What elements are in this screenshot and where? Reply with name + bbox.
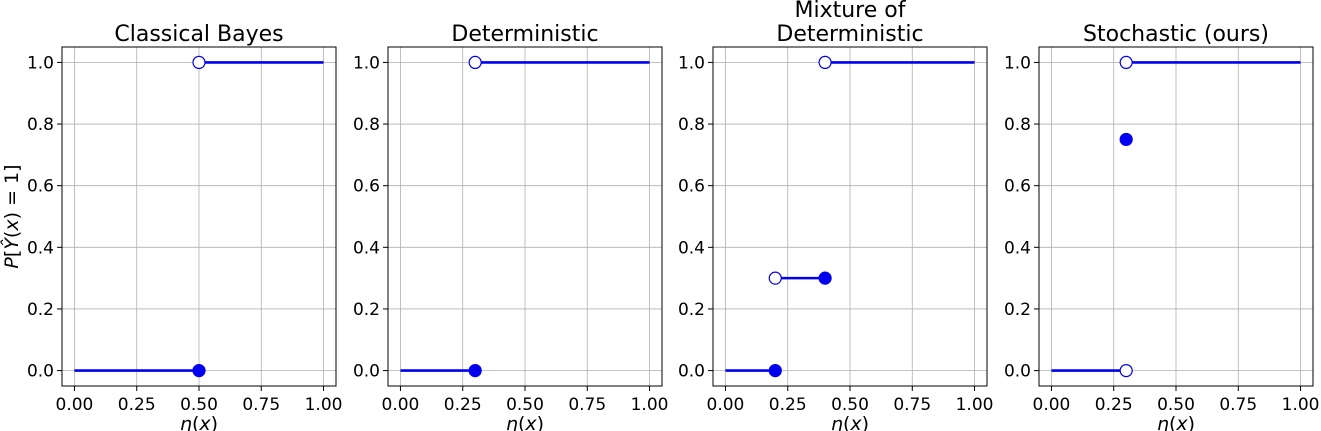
- y-tick-label: 0.8: [1004, 115, 1031, 135]
- y-tick-label: 0.2: [27, 300, 54, 320]
- x-tick-label: 0.75: [242, 395, 280, 415]
- open-endpoint: [768, 271, 782, 285]
- subplot-1: 0.00 0.25 0.50 0.75 1.00 0.0 0.2 0.4 0.6 0.8 1.0 η(…: [0, 22, 342, 431]
- filled-endpoint: [468, 363, 482, 378]
- y-tick-label: 0.8: [353, 115, 380, 135]
- x-tick-label: 0.75: [893, 395, 931, 415]
- y-tick-label: 0.6: [353, 177, 380, 197]
- y-axis-label: P[Ŷ(x) = 1]: [0, 164, 23, 268]
- y-tick-label: 1.0: [1004, 53, 1031, 73]
- open-endpoint: [1119, 363, 1133, 378]
- x-tick-label: 0.50: [1157, 395, 1195, 415]
- y-tick-label: 0.0: [678, 362, 705, 382]
- open-endpoint: [468, 55, 482, 70]
- x-tick-label: 0.25: [118, 395, 156, 415]
- filled-endpoint: [818, 271, 832, 285]
- x-tick-label: 0.75: [1219, 395, 1257, 415]
- subplot-title: Classical Bayes: [114, 22, 283, 47]
- y-tick-label: 0.2: [1004, 300, 1031, 320]
- y-tick-label: 0.6: [1004, 177, 1031, 197]
- x-tick-label: 0.50: [831, 395, 869, 415]
- filled-endpoint: [768, 363, 782, 378]
- subplot-2: 0.00 0.25 0.50 0.75 1.00 0.0 0.2 0.4 0.6 0.8 1.0 η(…: [353, 22, 669, 431]
- filled-endpoint: [192, 363, 206, 378]
- x-tick-label: 0.25: [769, 395, 807, 415]
- x-tick-label: 0.00: [382, 395, 420, 415]
- x-tick-label: 0.50: [180, 395, 218, 415]
- y-tick-label: 1.0: [678, 53, 705, 73]
- x-axis-label: η(x): [180, 413, 218, 431]
- y-tick-label: 0.6: [27, 177, 54, 197]
- filled-endpoint: [1119, 132, 1133, 147]
- y-tick-label: 0.2: [353, 300, 380, 320]
- y-tick-label: 0.8: [678, 115, 705, 135]
- subplot-title: Stochastic (ours): [1083, 22, 1269, 47]
- x-axis-label: η(x): [831, 413, 869, 431]
- y-tick-label: 1.0: [353, 53, 380, 73]
- y-tick-label: 0.4: [353, 238, 380, 258]
- y-tick-label: 1.0: [27, 53, 54, 73]
- y-tick-label: 0.0: [27, 362, 54, 382]
- y-tick-label: 0.4: [678, 238, 705, 258]
- x-tick-label: 1.00: [631, 395, 669, 415]
- x-tick-label: 0.25: [1095, 395, 1133, 415]
- y-tick-label: 0.0: [353, 362, 380, 382]
- y-tick-label: 0.2: [678, 300, 705, 320]
- y-tick-label: 0.4: [27, 238, 54, 258]
- x-tick-label: 1.00: [1282, 395, 1320, 415]
- subplot-title: Deterministic: [776, 22, 923, 47]
- subplot-3: 0.00 0.25 0.50 0.75 1.00 0.0 0.2 0.4 0.6 0.8 1.0 η(…: [678, 0, 994, 431]
- y-tick-label: 0.4: [1004, 238, 1031, 258]
- x-tick-label: 0.00: [56, 395, 94, 415]
- subplot-title: Mixture of: [795, 0, 907, 23]
- x-tick-label: 1.00: [956, 395, 994, 415]
- y-tick-label: 0.0: [1004, 362, 1031, 382]
- open-endpoint: [192, 55, 206, 70]
- x-axis-label: η(x): [1157, 413, 1195, 431]
- x-tick-label: 0.25: [444, 395, 482, 415]
- x-tick-label: 1.00: [305, 395, 343, 415]
- subplot-title: Deterministic: [451, 22, 598, 47]
- x-tick-label: 0.75: [568, 395, 606, 415]
- open-endpoint: [818, 55, 832, 70]
- y-tick-label: 0.8: [27, 115, 54, 135]
- x-tick-label: 0.00: [707, 395, 745, 415]
- y-tick-label: 0.6: [678, 177, 705, 197]
- subplot-4: 0.00 0.25 0.50 0.75 1.00 0.0 0.2 0.4 0.6 0.8 1.0 η(…: [1004, 22, 1320, 431]
- x-axis-label: η(x): [506, 413, 544, 431]
- x-tick-label: 0.00: [1033, 395, 1071, 415]
- open-endpoint: [1119, 55, 1133, 70]
- x-tick-label: 0.50: [506, 395, 544, 415]
